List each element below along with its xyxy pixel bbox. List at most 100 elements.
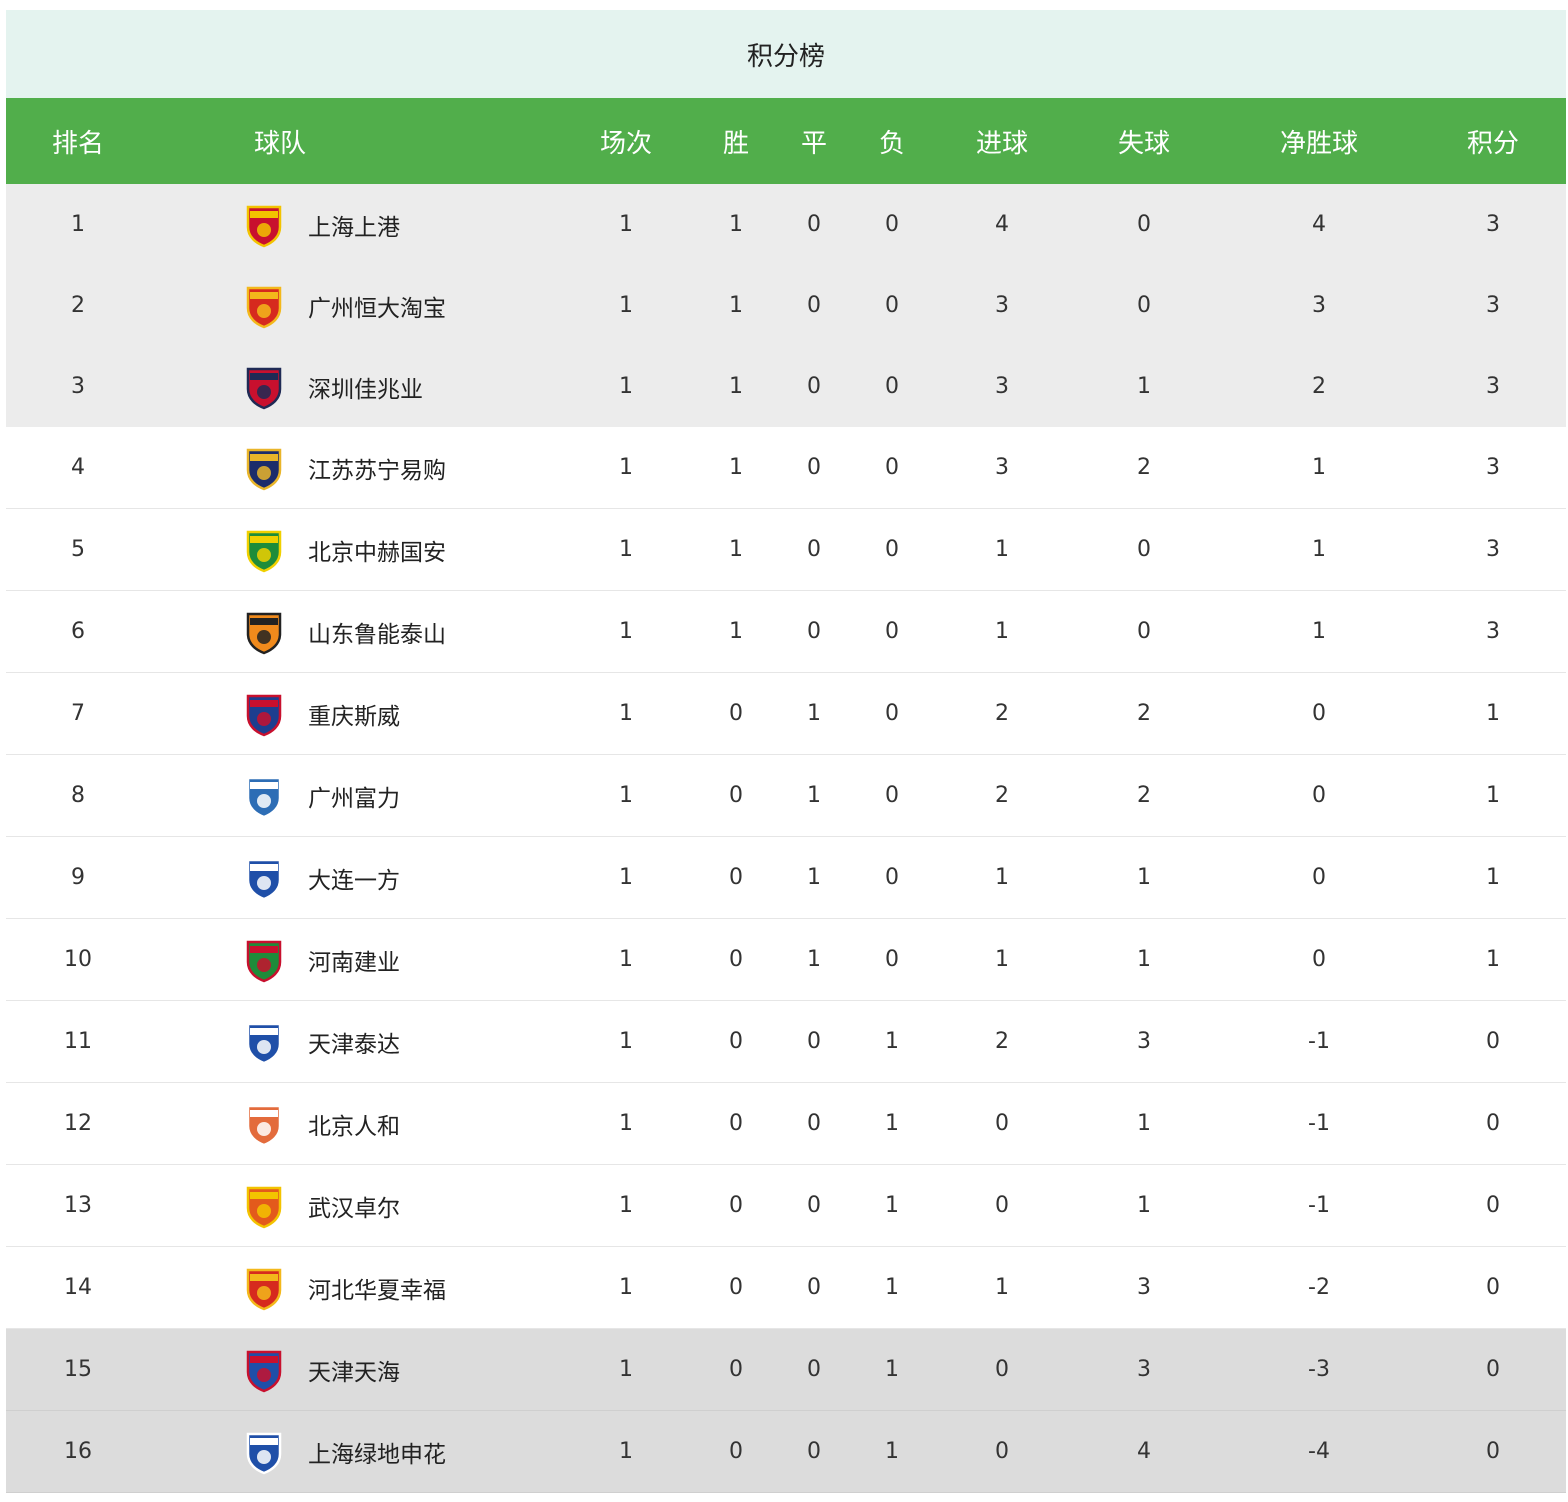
- goals-against-cell: 0: [1137, 212, 1151, 237]
- won-cell: 1: [729, 293, 743, 318]
- table-title: 积分榜: [6, 10, 1566, 98]
- draw-cell: 1: [807, 701, 821, 726]
- column-header-rank[interactable]: 排名: [51, 128, 105, 159]
- played-cell: 1: [619, 947, 633, 972]
- team-name[interactable]: 武汉卓尔: [308, 1195, 400, 1222]
- points-cell: 0: [1486, 1357, 1500, 1382]
- rank-cell: 1: [71, 212, 85, 237]
- team-name[interactable]: 天津天海: [308, 1359, 400, 1386]
- column-header-draw[interactable]: 平: [800, 128, 828, 159]
- table-row[interactable]: 16 1 0 0 1 0 4 -4 0 上海绿地申花: [6, 1411, 1566, 1493]
- table-row[interactable]: 5 1 1 0 0 1 0 1 3 北京中赫国安: [6, 509, 1566, 591]
- points-cell: 1: [1486, 947, 1500, 972]
- team-cell[interactable]: 山东鲁能泰山: [240, 591, 446, 672]
- team-cell[interactable]: 上海上港: [240, 184, 400, 265]
- team-name[interactable]: 北京人和: [308, 1113, 400, 1140]
- team-cell[interactable]: 天津天海: [240, 1329, 400, 1410]
- lost-cell: 0: [885, 293, 899, 318]
- goals-against-cell: 0: [1137, 619, 1151, 644]
- table-row[interactable]: 11 1 0 0 1 2 3 -1 0 天津泰达: [6, 1001, 1566, 1083]
- table-row[interactable]: 3 1 1 0 0 3 1 2 3 深圳佳兆业: [6, 346, 1566, 427]
- played-cell: 1: [619, 1439, 633, 1464]
- played-cell: 1: [619, 1029, 633, 1054]
- goal-difference-cell: -3: [1308, 1357, 1330, 1382]
- table-row[interactable]: 8 1 0 1 0 2 2 0 1 广州富力: [6, 755, 1566, 837]
- column-header-team[interactable]: 球队: [254, 128, 307, 159]
- column-header-lost[interactable]: 负: [878, 128, 906, 159]
- team-name[interactable]: 深圳佳兆业: [308, 376, 423, 403]
- shandong-luneng-crest-icon: [246, 612, 282, 654]
- column-header-won[interactable]: 胜: [722, 128, 750, 159]
- team-name[interactable]: 北京中赫国安: [308, 539, 446, 566]
- team-name[interactable]: 广州富力: [308, 785, 400, 812]
- team-name[interactable]: 河南建业: [308, 949, 400, 976]
- goals-for-cell: 3: [995, 455, 1009, 480]
- goals-against-cell: 2: [1137, 455, 1151, 480]
- team-cell[interactable]: 深圳佳兆业: [240, 346, 423, 427]
- wuhan-zall-crest-icon: [246, 1186, 282, 1228]
- table-row[interactable]: 9 1 0 1 0 1 1 0 1 大连一方: [6, 837, 1566, 919]
- rank-cell: 16: [64, 1439, 92, 1464]
- played-cell: 1: [619, 1357, 633, 1382]
- table-row[interactable]: 15 1 0 0 1 0 3 -3 0 天津天海: [6, 1329, 1566, 1411]
- rank-cell: 5: [71, 537, 85, 562]
- team-name[interactable]: 河北华夏幸福: [308, 1277, 446, 1304]
- table-row[interactable]: 13 1 0 0 1 0 1 -1 0 武汉卓尔: [6, 1165, 1566, 1247]
- rank-cell: 2: [71, 293, 85, 318]
- team-cell[interactable]: 河南建业: [240, 919, 400, 1000]
- table-row[interactable]: 2 1 1 0 0 3 0 3 3 广州恒大淘宝: [6, 265, 1566, 346]
- column-header-goals-for[interactable]: 进球: [975, 128, 1029, 159]
- goals-against-cell: 2: [1137, 783, 1151, 808]
- rank-cell: 7: [71, 701, 85, 726]
- team-cell[interactable]: 江苏苏宁易购: [240, 427, 446, 508]
- won-cell: 1: [729, 212, 743, 237]
- team-name[interactable]: 山东鲁能泰山: [308, 621, 446, 648]
- goals-against-cell: 1: [1137, 1193, 1151, 1218]
- team-cell[interactable]: 上海绿地申花: [240, 1411, 446, 1492]
- team-cell[interactable]: 武汉卓尔: [240, 1165, 400, 1246]
- team-cell[interactable]: 北京中赫国安: [240, 509, 446, 590]
- team-cell[interactable]: 大连一方: [240, 837, 400, 918]
- goals-for-cell: 0: [995, 1193, 1009, 1218]
- table-row[interactable]: 6 1 1 0 0 1 0 1 3 山东鲁能泰山: [6, 591, 1566, 673]
- team-name[interactable]: 大连一方: [308, 867, 400, 894]
- column-header-points[interactable]: 积分: [1466, 128, 1520, 159]
- points-cell: 1: [1486, 701, 1500, 726]
- column-header-goal-difference[interactable]: 净胜球: [1279, 128, 1359, 159]
- team-name[interactable]: 重庆斯威: [308, 703, 400, 730]
- team-cell[interactable]: 广州富力: [240, 755, 400, 836]
- column-header-played[interactable]: 场次: [599, 128, 653, 159]
- lost-cell: 0: [885, 865, 899, 890]
- goals-against-cell: 1: [1137, 1111, 1151, 1136]
- table-row[interactable]: 7 1 0 1 0 2 2 0 1 重庆斯威: [6, 673, 1566, 755]
- lost-cell: 0: [885, 212, 899, 237]
- team-cell[interactable]: 广州恒大淘宝: [240, 265, 446, 346]
- team-name[interactable]: 江苏苏宁易购: [308, 457, 446, 484]
- team-name[interactable]: 天津泰达: [308, 1031, 400, 1058]
- goal-difference-cell: -1: [1308, 1111, 1330, 1136]
- draw-cell: 1: [807, 947, 821, 972]
- column-header-goals-against[interactable]: 失球: [1117, 128, 1171, 159]
- team-cell[interactable]: 北京人和: [240, 1083, 400, 1164]
- lost-cell: 1: [885, 1439, 899, 1464]
- team-name[interactable]: 上海绿地申花: [308, 1441, 446, 1468]
- won-cell: 0: [729, 1439, 743, 1464]
- table-row[interactable]: 10 1 0 1 0 1 1 0 1 河南建业: [6, 919, 1566, 1001]
- guangzhou-rf-crest-icon: [246, 776, 282, 818]
- team-cell[interactable]: 重庆斯威: [240, 673, 400, 754]
- points-cell: 3: [1486, 455, 1500, 480]
- team-cell[interactable]: 天津泰达: [240, 1001, 400, 1082]
- team-cell[interactable]: 河北华夏幸福: [240, 1247, 446, 1328]
- team-name[interactable]: 上海上港: [308, 214, 400, 241]
- table-row[interactable]: 12 1 0 0 1 0 1 -1 0 北京人和: [6, 1083, 1566, 1165]
- won-cell: 0: [729, 947, 743, 972]
- table-row[interactable]: 1 1 1 0 0 4 0 4 3 上海上港: [6, 184, 1566, 265]
- lost-cell: 1: [885, 1193, 899, 1218]
- goal-difference-cell: -2: [1308, 1275, 1330, 1300]
- draw-cell: 0: [807, 1111, 821, 1136]
- rank-cell: 9: [71, 865, 85, 890]
- played-cell: 1: [619, 1275, 633, 1300]
- team-name[interactable]: 广州恒大淘宝: [308, 295, 446, 322]
- table-row[interactable]: 14 1 0 0 1 1 3 -2 0 河北华夏幸福: [6, 1247, 1566, 1329]
- table-row[interactable]: 4 1 1 0 0 3 2 1 3 江苏苏宁易购: [6, 427, 1566, 509]
